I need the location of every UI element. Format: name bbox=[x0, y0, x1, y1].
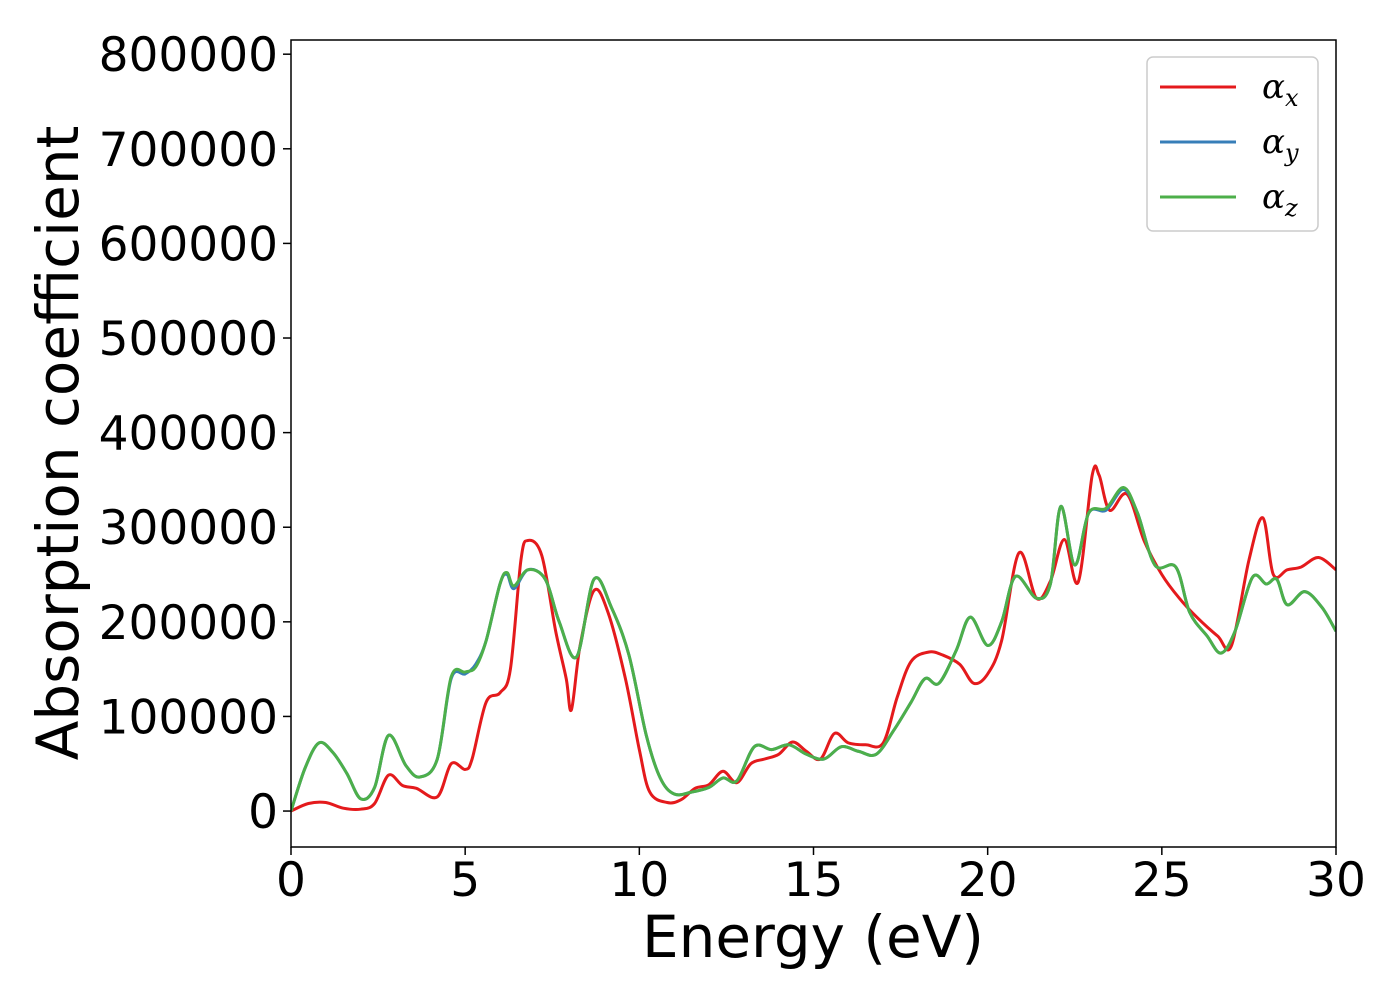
y-axis: 0 100000 200000 300000 400000 500000 600000 700… bbox=[99, 28, 291, 840]
x-tick-label: 5 bbox=[450, 853, 480, 908]
x-tick-label: 0 bbox=[276, 853, 306, 908]
legend-label-y: αy bbox=[1262, 122, 1299, 167]
y-tick-label: 100000 bbox=[99, 690, 278, 745]
series-layer bbox=[291, 464, 1336, 813]
x-tick-label: 10 bbox=[609, 853, 669, 908]
series-line-x bbox=[291, 464, 1336, 813]
y-tick-label: 500000 bbox=[99, 312, 278, 367]
y-axis-title: Absorption coefficient bbox=[24, 126, 92, 761]
y-tick-label: 400000 bbox=[99, 407, 278, 462]
legend: αx αy αz bbox=[1146, 56, 1319, 232]
y-tick-label: 700000 bbox=[99, 123, 278, 178]
y-tick-label: 200000 bbox=[99, 596, 278, 651]
y-tick-label: 300000 bbox=[99, 501, 278, 556]
x-tick-label: 25 bbox=[1132, 853, 1192, 908]
y-tick-label: 0 bbox=[248, 785, 278, 840]
y-tick-label: 800000 bbox=[99, 28, 278, 83]
legend-label-z: αz bbox=[1262, 177, 1298, 222]
x-tick-label: 30 bbox=[1306, 853, 1366, 908]
x-axis: 0 5 10 15 20 25 30 bbox=[276, 847, 1366, 908]
y-tick-label: 600000 bbox=[99, 217, 278, 272]
x-tick-label: 20 bbox=[958, 853, 1018, 908]
x-axis-title: Energy (eV) bbox=[642, 903, 984, 971]
legend-label-x: αx bbox=[1262, 67, 1299, 112]
series-line-y bbox=[291, 487, 1336, 812]
series-line-z bbox=[291, 486, 1336, 812]
x-tick-label: 15 bbox=[784, 853, 844, 908]
legend-box bbox=[1146, 56, 1319, 232]
